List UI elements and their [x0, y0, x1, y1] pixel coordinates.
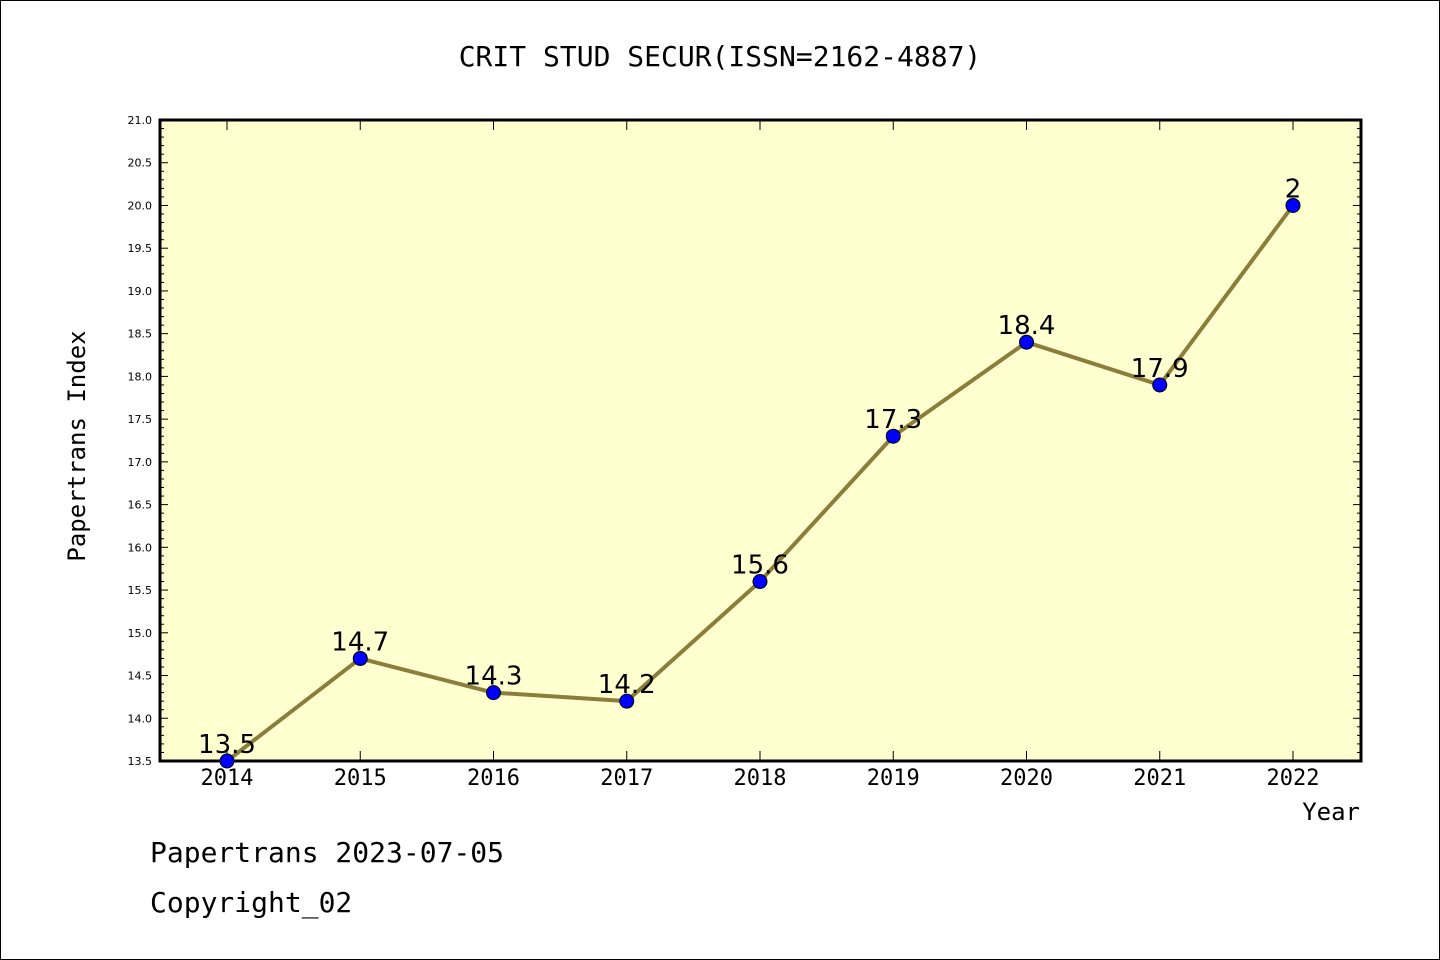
y-tick-label: 21.0	[128, 114, 153, 127]
data-label: 14.7	[331, 627, 389, 657]
data-point	[1019, 334, 1034, 350]
data-label: 15.6	[731, 551, 789, 581]
data-label: 18.4	[998, 311, 1056, 341]
data-point	[486, 685, 501, 701]
x-tick-label: 2022	[1267, 766, 1320, 791]
data-label: 17.9	[1131, 354, 1189, 384]
x-tick-label: 2021	[1133, 766, 1186, 791]
data-label: 13.5	[198, 730, 256, 760]
y-tick-label: 18.0	[128, 370, 153, 383]
data-label: 2	[1285, 174, 1302, 204]
x-tick-label: 2016	[467, 766, 520, 791]
y-tick-label: 16.0	[128, 541, 153, 554]
data-point	[752, 574, 768, 590]
chart-title: CRIT STUD SECUR(ISSN=2162-4887)	[459, 40, 982, 73]
x-tick-label: 2017	[600, 766, 653, 791]
series-group: 13.5 14.7 14.3 14.2 15.6 17.3 18.4 17.9 2	[198, 174, 1302, 769]
data-label: 14.2	[598, 670, 656, 700]
data-point	[219, 753, 235, 769]
data-label: 14.3	[465, 662, 523, 692]
plot-area	[158, 118, 1363, 763]
y-tick-label: 16.5	[128, 499, 153, 512]
data-point	[1285, 197, 1301, 213]
y-axis: 13.5 14.0 14.5 15.0 15.5 16.0 16.5 17.0 17.5 18.0…	[128, 114, 1361, 768]
x-tick-label: 2020	[1000, 766, 1053, 791]
y-tick-label: 19.5	[128, 242, 153, 255]
data-point	[619, 693, 635, 709]
y-tick-label: 14.5	[128, 670, 153, 683]
y-tick-label: 14.0	[128, 712, 153, 725]
x-axis: 2014 2015 2016 2017 2018 2019 2020 2021 2022	[201, 120, 1320, 791]
y-axis-label: Papertrans Index	[63, 330, 91, 561]
y-tick-label: 18.5	[128, 328, 153, 341]
y-tick-label: 15.0	[128, 627, 153, 640]
x-tick-label: 2018	[734, 766, 787, 791]
data-point	[885, 428, 901, 444]
footer-date-text: Papertrans 2023-07-05	[150, 836, 505, 869]
x-tick-label: 2015	[334, 766, 387, 791]
y-tick-label: 19.0	[128, 285, 153, 298]
y-tick-label: 17.5	[128, 413, 153, 426]
x-tick-label: 2019	[867, 766, 920, 791]
data-point	[352, 650, 368, 666]
x-tick-label: 2014	[201, 766, 254, 791]
data-point	[1152, 377, 1168, 393]
x-axis-label: Year	[1302, 798, 1360, 826]
y-tick-label: 20.5	[128, 157, 153, 170]
footer-copyright-text: Copyright_02	[150, 886, 353, 919]
y-tick-label: 13.5	[128, 755, 153, 768]
y-tick-label: 20.0	[128, 199, 153, 212]
data-label: 17.3	[864, 405, 922, 435]
y-tick-label: 15.5	[128, 584, 153, 597]
plot-background	[158, 118, 1363, 763]
y-tick-label: 17.0	[128, 456, 153, 469]
